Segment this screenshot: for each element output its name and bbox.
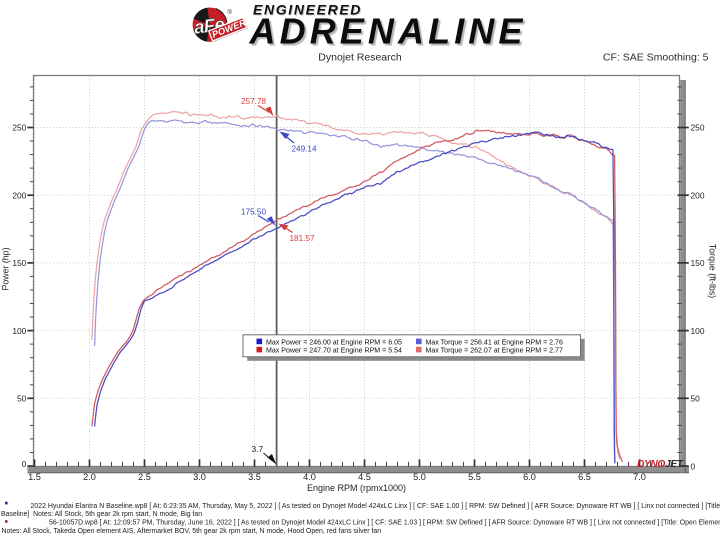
svg-text:CF: SAE Smoothing: 5: CF: SAE Smoothing: 5 [603,52,709,64]
svg-text:6.0: 6.0 [523,472,536,482]
svg-text:150: 150 [12,258,26,268]
svg-text:Baseline] Notes: All Stock, 5: Baseline] Notes: All Stock, 5th gear 2k … [1,511,202,518]
svg-text:200: 200 [12,190,26,200]
svg-text:50: 50 [17,394,27,404]
svg-text:Dynojet Research: Dynojet Research [318,52,402,64]
svg-text:50: 50 [691,394,701,404]
svg-text:3.0: 3.0 [193,472,206,482]
svg-text:Torque (ft-lbs): Torque (ft-lbs) [708,244,718,298]
svg-text:0: 0 [22,459,27,469]
svg-text:3.5: 3.5 [248,472,261,482]
svg-text:4.5: 4.5 [358,472,371,482]
svg-text:200: 200 [691,190,705,200]
svg-text:Max Power = 247.70 at Engine: Max Power = 247.70 at Engine RPM = 5.54 [266,348,402,355]
svg-text:2.5: 2.5 [138,472,151,482]
svg-text:Power (hp): Power (hp) [1,247,11,290]
svg-text:Max Power = 246.00 at Engine: Max Power = 246.00 at Engine RPM = 6.05 [266,339,402,346]
svg-text:1.5: 1.5 [28,472,41,482]
svg-text:250: 250 [12,123,26,133]
svg-text:2.0: 2.0 [83,472,96,482]
svg-text:7.0: 7.0 [633,472,646,482]
svg-text:249.14: 249.14 [292,144,317,153]
svg-text:ENGINEERED: ENGINEERED [253,1,362,17]
svg-text:150: 150 [691,258,705,268]
svg-text:257.78: 257.78 [241,97,266,106]
svg-text:5.0: 5.0 [413,472,426,482]
svg-text:Notes: All Stock, Takeda Open: Notes: All Stock, Takeda Open element AI… [2,528,382,535]
svg-text:Engine RPM (rpmx1000): Engine RPM (rpmx1000) [307,483,406,493]
svg-text:0: 0 [691,461,696,471]
svg-text:4.0: 4.0 [303,472,316,482]
svg-text:181.57: 181.57 [290,234,315,243]
svg-text:6.5: 6.5 [578,472,591,482]
svg-text:5.5: 5.5 [468,472,481,482]
svg-text:250: 250 [691,123,705,133]
svg-text:DYNOJET.: DYNOJET. [637,459,685,470]
svg-text:®: ® [228,9,233,16]
svg-text:3.7: 3.7 [252,444,264,454]
svg-text:ADRENALINE: ADRENALINE [249,11,527,52]
svg-text:175.50: 175.50 [241,207,266,216]
svg-text:Max Torque = 262.07 at Engin: Max Torque = 262.07 at Engine RPM = 2.77 [426,348,563,355]
svg-text:100: 100 [691,326,705,336]
svg-text:100: 100 [12,326,26,336]
svg-text:2022 Hyundai Elantra N Baselin: 2022 Hyundai Elantra N Baseline.wp8 [ At… [31,503,720,510]
svg-text:56-10057D.wp8 [ At: 12:09:57 P: 56-10057D.wp8 [ At: 12:09:57 PM, Thursda… [49,520,720,527]
svg-text:Max Torque = 256.41 at Engin: Max Torque = 256.41 at Engine RPM = 2.76 [426,339,563,346]
